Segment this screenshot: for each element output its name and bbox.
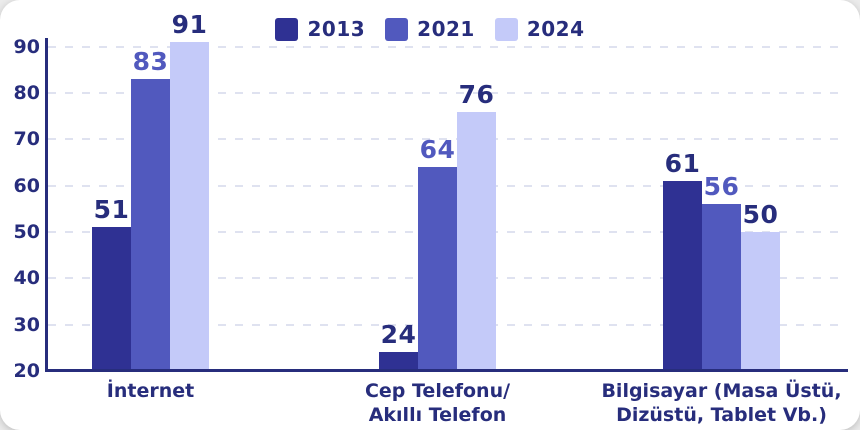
legend-swatch-2021 — [385, 17, 409, 41]
bar-value-label: 61 — [664, 149, 701, 179]
bar-value-label: 50 — [742, 200, 779, 229]
y-tick-label: 60 — [13, 174, 40, 197]
bar-2024-0 — [170, 42, 209, 371]
bar-2021-0 — [131, 79, 170, 371]
legend-label: 2013 — [307, 17, 366, 41]
y-tick-label: 90 — [13, 35, 40, 58]
y-tick-label: 20 — [13, 360, 40, 382]
x-category-label-line: Cep Telefonu/ — [364, 380, 511, 402]
y-tick-label: 80 — [13, 82, 40, 105]
y-tick-label: 70 — [13, 128, 40, 151]
bar-value-label: 56 — [703, 172, 740, 202]
bar-2024-2 — [741, 232, 780, 371]
bar-2024-1 — [457, 111, 496, 371]
bar-value-label: 91 — [171, 10, 208, 40]
x-category-label: Bilgisayar (Masa Üstü, Dizüstü, Tablet Vb… — [582, 379, 860, 427]
bar-2013-2 — [663, 181, 702, 371]
gridline-90 — [48, 45, 845, 48]
legend-swatch-2024 — [494, 17, 518, 41]
bar-2021-1 — [418, 167, 457, 371]
y-axis-line — [45, 38, 48, 372]
legend-swatch-2013 — [275, 17, 299, 41]
x-category-label-line: Dizüstü, Tablet Vb.) — [616, 404, 827, 426]
bar-value-label: 24 — [380, 320, 417, 350]
x-category-label-line: İnternet — [106, 380, 195, 402]
bar-value-label: 51 — [93, 195, 130, 225]
legend-label: 2021 — [417, 17, 475, 41]
bar-2013-1 — [379, 352, 418, 371]
y-tick-label: 50 — [13, 221, 40, 243]
legend-item: 2024 — [494, 17, 585, 41]
x-category-label-line: Akıllı Telefon — [368, 404, 507, 426]
bar-value-label: 76 — [458, 79, 495, 109]
y-tick-label: 30 — [13, 313, 40, 336]
chart-legend: 2013 2021 2024 — [0, 17, 860, 41]
legend-item: 2013 — [275, 17, 365, 41]
legend-item: 2021 — [385, 17, 475, 41]
bar-value-label: 64 — [419, 135, 456, 165]
bar-value-label: 83 — [132, 47, 169, 77]
gridline-80 — [48, 92, 845, 95]
x-category-label: Cep Telefonu/Akıllı Telefon — [298, 379, 578, 427]
bar-2013-0 — [92, 227, 131, 371]
legend-label: 2024 — [526, 17, 585, 41]
x-category-label: İnternet — [11, 379, 291, 403]
x-category-label-line: Bilgisayar (Masa Üstü, — [601, 380, 842, 402]
x-axis-line — [45, 369, 848, 372]
y-tick-label: 40 — [13, 267, 40, 290]
bar-2021-2 — [702, 204, 741, 371]
gridline-70 — [48, 138, 845, 141]
